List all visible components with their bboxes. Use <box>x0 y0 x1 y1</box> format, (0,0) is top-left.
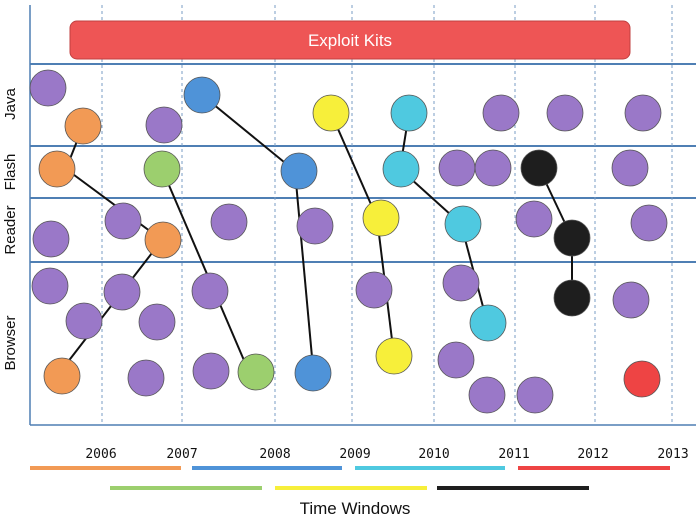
circle-marker-purple <box>546 94 584 132</box>
circle-marker-purple <box>127 359 165 397</box>
circle-marker-purple <box>474 149 512 187</box>
row-label-reader: Reader <box>2 205 19 254</box>
grid <box>29 5 696 426</box>
circle-marker-purple <box>482 94 520 132</box>
circle-marker-purple <box>103 273 141 311</box>
circle-marker-yellow <box>312 94 350 132</box>
time-window-bar-yellow <box>275 486 427 490</box>
circle-marker-purple <box>611 149 649 187</box>
circle-marker-purple <box>29 69 67 107</box>
circle-marker-cyan <box>469 304 507 342</box>
circle-marker-purple <box>442 264 480 302</box>
circle-marker-purple <box>104 202 142 240</box>
circle-marker-purple <box>191 272 229 310</box>
circle-marker-red <box>623 360 661 398</box>
circle-marker-green <box>143 150 181 188</box>
circle-marker-purple <box>468 376 506 414</box>
connector-line <box>201 94 296 172</box>
time-window-bar-cyan <box>355 466 505 470</box>
circle-marker-cyan <box>382 150 420 188</box>
circle-marker-blue <box>183 76 221 114</box>
circle-marker-purple <box>630 204 668 242</box>
circle-marker-purple <box>138 303 176 341</box>
circle-marker-black <box>553 219 591 257</box>
year-label-2011: 2011 <box>498 447 529 462</box>
circle-marker-purple <box>516 376 554 414</box>
circle-marker-yellow <box>362 199 400 237</box>
circle-marker-cyan <box>444 205 482 243</box>
time-window-bar-black <box>437 486 589 490</box>
circle-marker-purple <box>31 267 69 305</box>
time-window-bar-green <box>110 486 262 490</box>
circle-marker-orange <box>144 221 182 259</box>
circle-marker-orange <box>38 150 76 188</box>
circle-marker-purple <box>192 352 230 390</box>
year-label-2013: 2013 <box>657 447 688 462</box>
circle-marker-purple <box>515 200 553 238</box>
circle-marker-cyan <box>390 94 428 132</box>
circle-marker-purple <box>355 271 393 309</box>
time-window-bar-blue <box>192 466 342 470</box>
year-labels: 2006 2007 2008 2009 2010 2011 2012 2013 <box>85 447 688 462</box>
circle-marker-yellow <box>375 337 413 375</box>
exploit-kits-label: Exploit Kits <box>308 31 392 50</box>
connector-line <box>161 168 250 373</box>
year-label-2006: 2006 <box>85 447 116 462</box>
circle-marker-blue <box>294 354 332 392</box>
circle-marker-purple <box>624 94 662 132</box>
connector-line <box>294 170 314 369</box>
year-label-2008: 2008 <box>259 447 290 462</box>
circle-marker-purple <box>65 302 103 340</box>
circle-marker-green <box>237 353 275 391</box>
circle-marker-purple <box>438 149 476 187</box>
year-label-2012: 2012 <box>577 447 608 462</box>
axis-title: Time Windows <box>300 499 411 518</box>
year-label-2009: 2009 <box>339 447 370 462</box>
exploit-kits-bar <box>69 20 631 60</box>
time-window-bars <box>30 466 670 490</box>
row-label-java: Java <box>2 88 19 120</box>
year-label-2007: 2007 <box>166 447 197 462</box>
circle-marker-purple <box>437 341 475 379</box>
circle-marker-blue <box>280 152 318 190</box>
circle-marker-purple <box>145 106 183 144</box>
circle-marker-black <box>520 149 558 187</box>
time-window-bar-orange <box>30 466 181 470</box>
circle-marker-purple <box>210 203 248 241</box>
circle-marker-purple <box>296 207 334 245</box>
circle-marker-orange <box>64 107 102 145</box>
time-window-bar-red <box>518 466 670 470</box>
dots <box>29 69 668 414</box>
row-label-flash: Flash <box>2 154 19 191</box>
circle-marker-black <box>553 279 591 317</box>
row-label-browser: Browser <box>2 315 19 370</box>
connector-line <box>65 168 163 241</box>
connector-line <box>56 239 163 377</box>
exploit-kits-banner: Exploit Kits <box>69 20 631 60</box>
circle-marker-orange <box>43 357 81 395</box>
circle-marker-purple <box>612 281 650 319</box>
circle-marker-purple <box>32 220 70 258</box>
row-labels: Java Flash Reader Browser <box>2 88 19 371</box>
year-label-2010: 2010 <box>418 447 449 462</box>
connector-line <box>330 112 378 219</box>
